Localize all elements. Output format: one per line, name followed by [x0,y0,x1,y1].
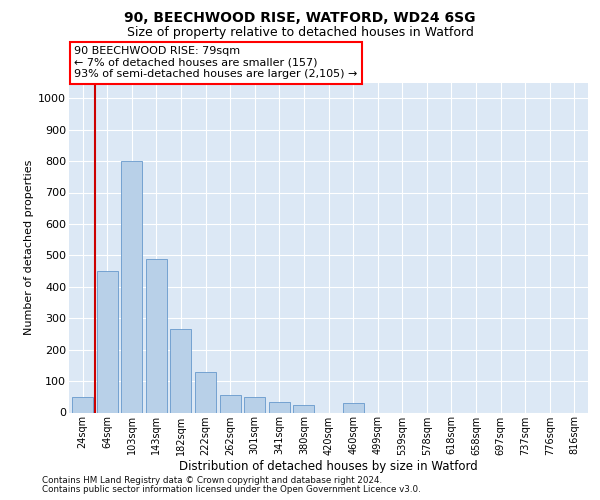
Y-axis label: Number of detached properties: Number of detached properties [24,160,34,335]
Bar [146,258,167,412]
Bar [72,397,93,412]
Bar [293,404,314,412]
Bar [121,161,142,412]
Bar [343,403,364,412]
Bar [195,372,216,412]
Bar [269,402,290,412]
Bar [97,271,118,412]
Bar [170,329,191,412]
X-axis label: Distribution of detached houses by size in Watford: Distribution of detached houses by size … [179,460,478,473]
Text: Contains HM Land Registry data © Crown copyright and database right 2024.: Contains HM Land Registry data © Crown c… [42,476,382,485]
Bar [244,397,265,412]
Bar [220,395,241,412]
Text: 90, BEECHWOOD RISE, WATFORD, WD24 6SG: 90, BEECHWOOD RISE, WATFORD, WD24 6SG [124,11,476,25]
Text: Contains public sector information licensed under the Open Government Licence v3: Contains public sector information licen… [42,484,421,494]
Text: 90 BEECHWOOD RISE: 79sqm
← 7% of detached houses are smaller (157)
93% of semi-d: 90 BEECHWOOD RISE: 79sqm ← 7% of detache… [74,46,358,79]
Text: Size of property relative to detached houses in Watford: Size of property relative to detached ho… [127,26,473,39]
